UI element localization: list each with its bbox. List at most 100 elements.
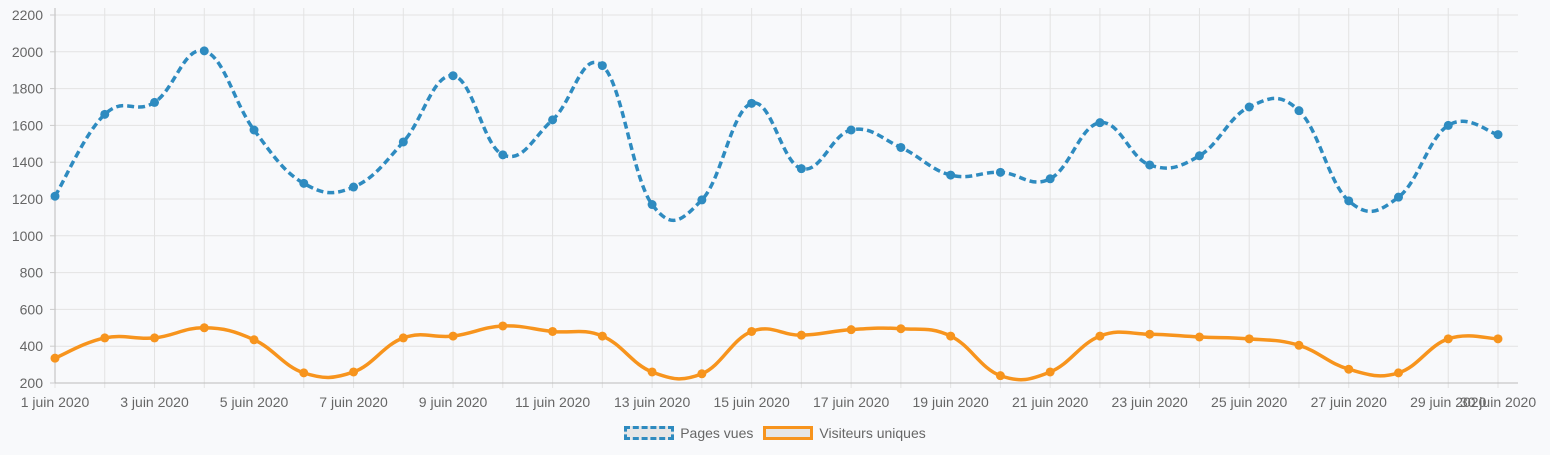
data-point-visiteurs-uniques (995, 371, 1005, 381)
data-point-pages-vues (299, 178, 309, 188)
x-tick-label: 17 juin 2020 (813, 394, 890, 410)
x-tick-label: 5 juin 2020 (220, 394, 289, 410)
data-point-visiteurs-uniques (747, 326, 757, 336)
x-tick-label: 13 juin 2020 (614, 394, 691, 410)
x-tick-label: 23 juin 2020 (1112, 394, 1189, 410)
data-point-pages-vues (349, 182, 359, 192)
x-tick-label: 15 juin 2020 (713, 394, 790, 410)
data-point-pages-vues (1344, 196, 1354, 206)
data-point-visiteurs-uniques (597, 331, 607, 341)
x-tick-label: 9 juin 2020 (419, 394, 488, 410)
y-tick-label: 200 (20, 375, 44, 391)
data-point-visiteurs-uniques (50, 353, 60, 363)
series-line-pages-vues (53, 48, 1499, 223)
data-point-visiteurs-uniques (647, 367, 657, 377)
data-point-visiteurs-uniques (349, 367, 359, 377)
x-tick-label: 11 juin 2020 (515, 394, 590, 410)
x-tick-label: 25 juin 2020 (1211, 394, 1288, 410)
data-point-pages-vues (548, 115, 558, 125)
data-point-pages-vues (448, 71, 458, 81)
x-tick-label: 3 juin 2020 (120, 394, 189, 410)
data-point-pages-vues (1443, 120, 1453, 130)
x-axis: 1 juin 2020 3 juin 2020 5 juin 2020 7 juin … (21, 394, 1537, 410)
legend-item-pages-vues[interactable]: Pages vues (624, 425, 753, 441)
data-point-visiteurs-uniques (498, 321, 508, 331)
data-point-pages-vues (896, 142, 906, 152)
data-point-visiteurs-uniques (1393, 368, 1403, 378)
series-line-visiteurs-uniques (54, 324, 1499, 382)
x-tick-label: 19 juin 2020 (913, 394, 990, 410)
data-point-pages-vues (199, 46, 209, 56)
data-point-pages-vues (1145, 160, 1155, 170)
data-point-pages-vues (995, 167, 1005, 177)
data-point-pages-vues (1294, 106, 1304, 116)
data-point-visiteurs-uniques (398, 333, 408, 343)
data-point-visiteurs-uniques (1145, 329, 1155, 339)
data-point-pages-vues (647, 200, 657, 210)
x-tick-label: 30 juin 2020 (1460, 394, 1537, 410)
chart-legend: Pages vues Visiteurs uniques (0, 425, 1550, 441)
data-point-visiteurs-uniques (1493, 334, 1503, 344)
x-tick-label: 1 juin 2020 (21, 394, 90, 410)
data-point-pages-vues (249, 125, 259, 135)
data-point-pages-vues (1393, 192, 1403, 202)
x-tick-label: 27 juin 2020 (1311, 394, 1388, 410)
data-point-pages-vues (1045, 174, 1055, 184)
data-point-visiteurs-uniques (100, 333, 110, 343)
legend-label-visiteurs-uniques: Visiteurs uniques (819, 425, 926, 441)
data-point-pages-vues (1095, 118, 1105, 128)
data-point-visiteurs-uniques (697, 369, 707, 379)
data-point-pages-vues (398, 137, 408, 147)
data-point-visiteurs-uniques (796, 330, 806, 340)
data-point-pages-vues (150, 97, 160, 107)
data-point-visiteurs-uniques (299, 368, 309, 378)
data-point-visiteurs-uniques (1045, 367, 1055, 377)
data-point-visiteurs-uniques (1443, 334, 1453, 344)
y-tick-label: 800 (20, 265, 44, 281)
data-point-pages-vues (1194, 151, 1204, 161)
y-tick-label: 600 (20, 301, 44, 317)
legend-label-pages-vues: Pages vues (680, 425, 754, 441)
line-chart: 200 400 600 800 1000 1200 1400 1600 1800 2000 2200… (12, 7, 1537, 410)
data-point-visiteurs-uniques (896, 324, 906, 334)
y-tick-label: 2000 (12, 44, 43, 60)
data-point-visiteurs-uniques (1244, 334, 1254, 344)
y-tick-label: 1600 (12, 117, 43, 133)
x-tick-label: 7 juin 2020 (319, 394, 388, 410)
y-tick-label: 400 (20, 338, 44, 354)
x-tick-label: 21 juin 2020 (1012, 394, 1089, 410)
x-tick-label: 29 juin 2020 (1410, 394, 1487, 410)
data-point-visiteurs-uniques (1344, 364, 1354, 374)
data-point-visiteurs-uniques (846, 325, 856, 335)
y-tick-label: 1400 (12, 154, 43, 170)
data-point-visiteurs-uniques (1294, 340, 1304, 350)
y-axis: 200 400 600 800 1000 1200 1400 1600 1800 2000 2200 (12, 7, 55, 391)
data-point-visiteurs-uniques (150, 333, 160, 343)
legend-swatch-visiteurs-uniques (763, 426, 814, 440)
y-tick-label: 2200 (12, 7, 43, 23)
y-tick-label: 1800 (12, 81, 43, 97)
data-point-pages-vues (1493, 130, 1503, 140)
legend-item-visiteurs-uniques[interactable]: Visiteurs uniques (763, 425, 926, 441)
data-point-pages-vues (50, 191, 60, 201)
data-point-pages-vues (1244, 102, 1254, 112)
y-tick-label: 1000 (12, 228, 43, 244)
chart-series (50, 46, 1503, 382)
data-point-pages-vues (747, 98, 757, 108)
data-point-visiteurs-uniques (1095, 331, 1105, 341)
data-point-pages-vues (846, 125, 856, 135)
data-point-visiteurs-uniques (199, 323, 209, 333)
data-point-visiteurs-uniques (946, 331, 956, 341)
data-point-pages-vues (796, 164, 806, 174)
data-point-pages-vues (100, 109, 110, 119)
chart-grid (54, 8, 1518, 388)
data-point-pages-vues (946, 170, 956, 180)
data-point-pages-vues (697, 195, 707, 205)
data-point-pages-vues (498, 150, 508, 160)
data-point-pages-vues (597, 61, 607, 71)
data-point-visiteurs-uniques (548, 326, 558, 336)
data-point-visiteurs-uniques (448, 331, 458, 341)
data-point-visiteurs-uniques (249, 335, 259, 345)
legend-swatch-pages-vues (624, 426, 675, 440)
y-tick-label: 1200 (12, 191, 43, 207)
